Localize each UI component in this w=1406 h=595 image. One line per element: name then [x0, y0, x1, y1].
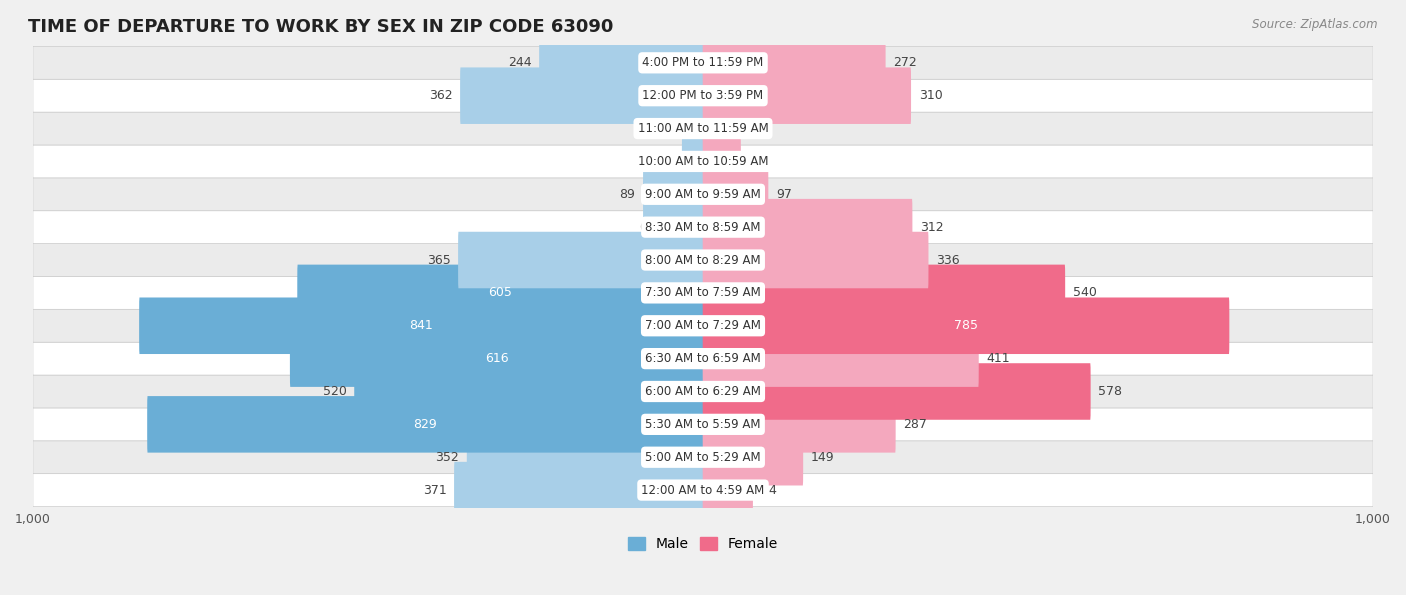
FancyBboxPatch shape: [689, 101, 703, 157]
Text: 362: 362: [429, 89, 453, 102]
FancyBboxPatch shape: [703, 199, 912, 255]
FancyBboxPatch shape: [32, 342, 1374, 375]
FancyBboxPatch shape: [290, 330, 703, 387]
FancyBboxPatch shape: [32, 211, 1374, 243]
Text: 287: 287: [903, 418, 927, 431]
FancyBboxPatch shape: [703, 101, 730, 157]
FancyBboxPatch shape: [703, 265, 1066, 321]
Text: 244: 244: [508, 57, 531, 70]
Text: Source: ZipAtlas.com: Source: ZipAtlas.com: [1253, 18, 1378, 31]
Text: 5:30 AM to 5:59 AM: 5:30 AM to 5:59 AM: [645, 418, 761, 431]
Text: 336: 336: [936, 253, 960, 267]
FancyBboxPatch shape: [703, 166, 768, 223]
Text: 7:30 AM to 7:59 AM: 7:30 AM to 7:59 AM: [645, 286, 761, 299]
Text: 272: 272: [893, 57, 917, 70]
FancyBboxPatch shape: [682, 133, 703, 190]
FancyBboxPatch shape: [32, 243, 1374, 277]
FancyBboxPatch shape: [32, 112, 1374, 145]
Text: 4:00 PM to 11:59 PM: 4:00 PM to 11:59 PM: [643, 57, 763, 70]
Text: 6:00 AM to 6:29 AM: 6:00 AM to 6:29 AM: [645, 385, 761, 398]
Text: 520: 520: [322, 385, 346, 398]
FancyBboxPatch shape: [703, 462, 754, 518]
Text: 310: 310: [918, 89, 942, 102]
FancyBboxPatch shape: [454, 462, 703, 518]
Text: 411: 411: [987, 352, 1010, 365]
Text: 841: 841: [409, 320, 433, 332]
Text: 8:30 AM to 8:59 AM: 8:30 AM to 8:59 AM: [645, 221, 761, 234]
FancyBboxPatch shape: [538, 35, 703, 91]
Text: 8:00 AM to 8:29 AM: 8:00 AM to 8:29 AM: [645, 253, 761, 267]
FancyBboxPatch shape: [703, 133, 741, 190]
FancyBboxPatch shape: [32, 408, 1374, 441]
Text: 365: 365: [426, 253, 450, 267]
Text: 312: 312: [920, 221, 943, 234]
FancyBboxPatch shape: [32, 277, 1374, 309]
FancyBboxPatch shape: [297, 265, 703, 321]
FancyBboxPatch shape: [32, 46, 1374, 79]
Text: 60: 60: [638, 221, 655, 234]
Text: 7:00 AM to 7:29 AM: 7:00 AM to 7:29 AM: [645, 320, 761, 332]
Text: 20: 20: [665, 122, 682, 135]
FancyBboxPatch shape: [458, 232, 703, 289]
FancyBboxPatch shape: [643, 166, 703, 223]
Text: 616: 616: [485, 352, 509, 365]
FancyBboxPatch shape: [32, 474, 1374, 506]
FancyBboxPatch shape: [460, 67, 703, 124]
FancyBboxPatch shape: [32, 375, 1374, 408]
FancyBboxPatch shape: [703, 429, 803, 486]
FancyBboxPatch shape: [703, 396, 896, 453]
FancyBboxPatch shape: [148, 396, 703, 453]
Text: 5:00 AM to 5:29 AM: 5:00 AM to 5:29 AM: [645, 451, 761, 464]
Text: 149: 149: [811, 451, 835, 464]
Text: 578: 578: [1098, 385, 1122, 398]
FancyBboxPatch shape: [703, 35, 886, 91]
Text: 540: 540: [1073, 286, 1097, 299]
FancyBboxPatch shape: [662, 199, 703, 255]
FancyBboxPatch shape: [703, 232, 928, 289]
Text: 31: 31: [658, 155, 675, 168]
Text: 39: 39: [737, 122, 754, 135]
Text: 12:00 AM to 4:59 AM: 12:00 AM to 4:59 AM: [641, 484, 765, 497]
Text: 6:30 AM to 6:59 AM: 6:30 AM to 6:59 AM: [645, 352, 761, 365]
FancyBboxPatch shape: [354, 363, 703, 419]
FancyBboxPatch shape: [703, 330, 979, 387]
FancyBboxPatch shape: [703, 298, 1229, 354]
Legend: Male, Female: Male, Female: [623, 532, 783, 557]
Text: 12:00 PM to 3:59 PM: 12:00 PM to 3:59 PM: [643, 89, 763, 102]
Text: 829: 829: [413, 418, 437, 431]
Text: 11:00 AM to 11:59 AM: 11:00 AM to 11:59 AM: [638, 122, 768, 135]
Text: 785: 785: [955, 320, 979, 332]
Text: 9:00 AM to 9:59 AM: 9:00 AM to 9:59 AM: [645, 188, 761, 201]
Text: 352: 352: [436, 451, 460, 464]
Text: 89: 89: [620, 188, 636, 201]
FancyBboxPatch shape: [32, 145, 1374, 178]
FancyBboxPatch shape: [703, 67, 911, 124]
FancyBboxPatch shape: [32, 178, 1374, 211]
Text: 371: 371: [423, 484, 446, 497]
Text: TIME OF DEPARTURE TO WORK BY SEX IN ZIP CODE 63090: TIME OF DEPARTURE TO WORK BY SEX IN ZIP …: [28, 18, 613, 36]
Text: 74: 74: [761, 484, 776, 497]
FancyBboxPatch shape: [32, 79, 1374, 112]
Text: 10:00 AM to 10:59 AM: 10:00 AM to 10:59 AM: [638, 155, 768, 168]
FancyBboxPatch shape: [703, 363, 1091, 419]
FancyBboxPatch shape: [467, 429, 703, 486]
FancyBboxPatch shape: [32, 309, 1374, 342]
Text: 97: 97: [776, 188, 792, 201]
Text: 56: 56: [748, 155, 765, 168]
FancyBboxPatch shape: [32, 441, 1374, 474]
Text: 605: 605: [488, 286, 512, 299]
FancyBboxPatch shape: [139, 298, 703, 354]
